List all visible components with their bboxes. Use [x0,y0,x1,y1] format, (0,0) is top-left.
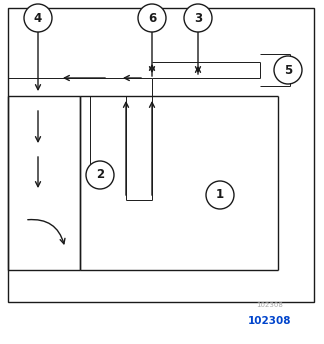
Text: 1: 1 [216,189,224,202]
Text: 102308: 102308 [257,302,284,308]
Circle shape [86,161,114,189]
Text: 4: 4 [34,11,42,24]
Text: 102308: 102308 [248,316,292,326]
Bar [8,8,314,302]
Text: 6: 6 [148,11,156,24]
Circle shape [206,181,234,209]
Text: 5: 5 [284,64,292,76]
Circle shape [184,4,212,32]
Circle shape [138,4,166,32]
Circle shape [24,4,52,32]
Text: 2: 2 [96,169,104,182]
Text: 3: 3 [194,11,202,24]
Circle shape [274,56,302,84]
